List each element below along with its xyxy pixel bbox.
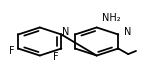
Text: N: N: [124, 27, 132, 38]
Text: NH₂: NH₂: [102, 13, 121, 23]
Text: F: F: [53, 52, 59, 62]
Text: N: N: [62, 27, 69, 38]
Text: F: F: [9, 46, 14, 56]
